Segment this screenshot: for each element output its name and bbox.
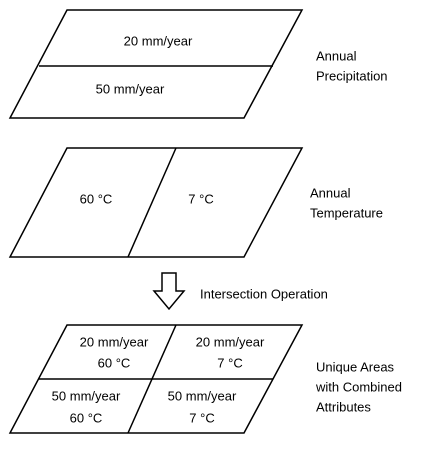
cell-label: 20 mm/year xyxy=(124,33,193,48)
cell-label: 7 °C xyxy=(188,191,213,206)
layer-shape xyxy=(8,9,304,119)
cell-label: 50 mm/year xyxy=(168,388,237,403)
down-arrow xyxy=(152,272,186,311)
operation-label: Intersection Operation xyxy=(200,286,328,301)
layer-label: Temperature xyxy=(310,205,383,220)
cell-label: 50 mm/year xyxy=(96,81,165,96)
cell-label: 7 °C xyxy=(189,410,214,425)
layer-label: Precipitation xyxy=(316,68,388,83)
divider xyxy=(127,147,177,258)
cell-label: 60 °C xyxy=(80,191,113,206)
divider xyxy=(127,324,177,434)
cell-label: 20 mm/year xyxy=(196,334,265,349)
cell-label: 60 °C xyxy=(98,355,131,370)
layer-label: Annual xyxy=(310,185,351,200)
layer-shape xyxy=(8,147,304,258)
layer-label: Attributes xyxy=(316,399,371,414)
layer-label: Annual xyxy=(316,48,357,63)
layer-label: with Combined xyxy=(315,379,402,394)
cell-label: 20 mm/year xyxy=(80,334,149,349)
cell-label: 50 mm/year xyxy=(52,388,121,403)
cell-label: 60 °C xyxy=(70,410,103,425)
layer-label: Unique Areas xyxy=(316,359,395,374)
cell-label: 7 °C xyxy=(217,355,242,370)
